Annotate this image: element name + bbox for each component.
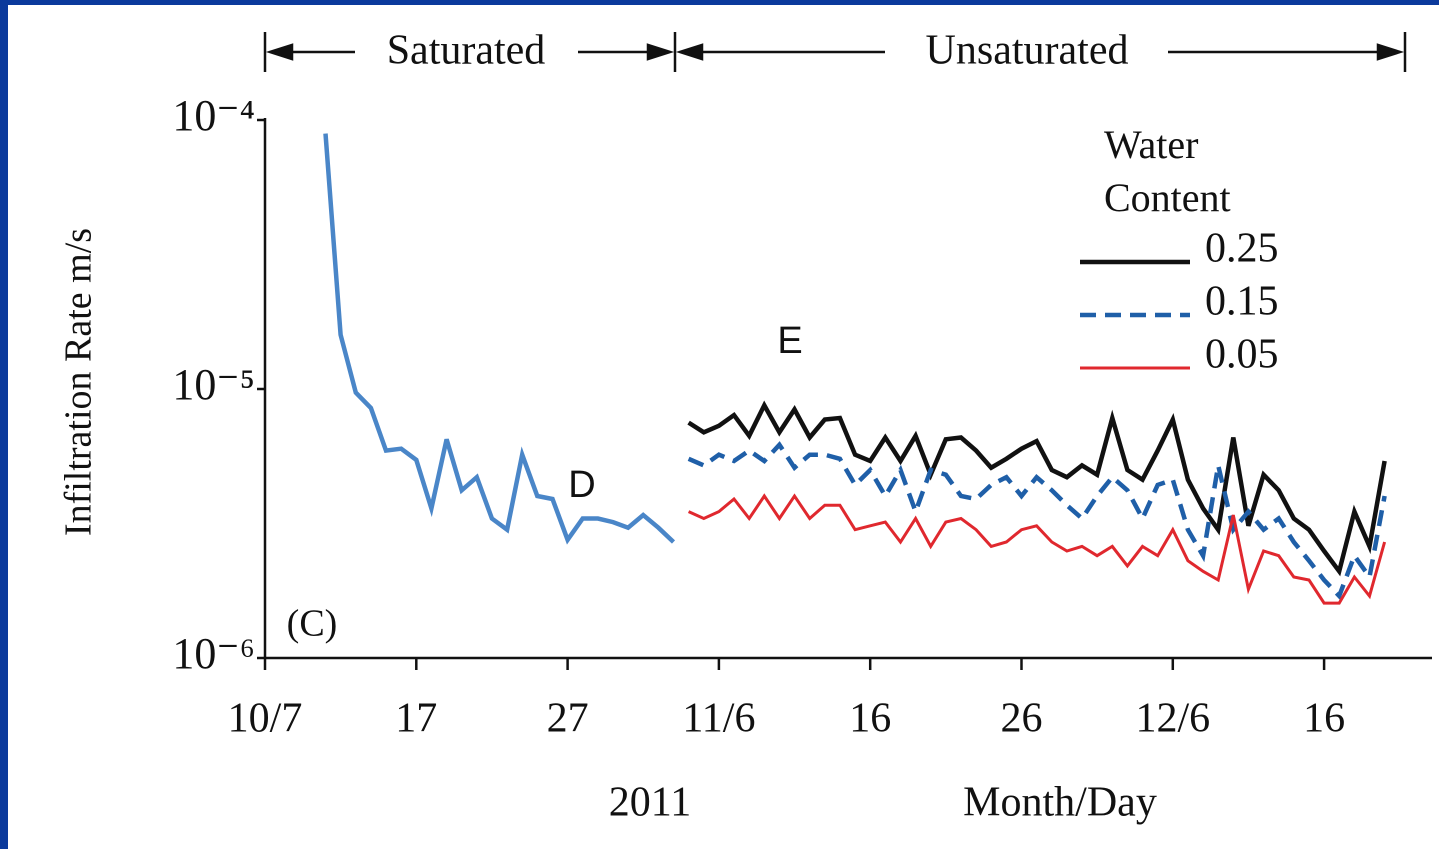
series-line (687, 400, 1387, 577)
x-tick-label: 17 (395, 696, 437, 742)
x-tick-label: 26 (1000, 696, 1042, 742)
legend-label: 0.15 (1205, 279, 1279, 325)
annotation: E (777, 320, 802, 362)
period-arrows (263, 32, 1407, 72)
period-label: Unsaturated (926, 28, 1129, 74)
x-tick-label: 16 (1303, 696, 1345, 742)
series-line (687, 493, 1387, 605)
x-axis-label: Month/Day (963, 780, 1157, 826)
legend-label: 0.25 (1205, 226, 1279, 272)
arrow-head (265, 43, 294, 61)
arrow-head (646, 43, 675, 61)
x-tick-label: 11/6 (682, 696, 755, 742)
x-tick-label: 16 (849, 696, 891, 742)
legend-label: 0.05 (1205, 332, 1279, 378)
panel-label: (C) (287, 603, 338, 645)
y-axis-label: Infiltration Rate m/s (58, 228, 100, 536)
series-line (687, 441, 1387, 601)
x-tick-label: 27 (547, 696, 589, 742)
frame (8, 5, 1439, 849)
series-line (323, 133, 676, 545)
annotation: D (568, 464, 595, 506)
arrow-head (675, 43, 704, 61)
y-tick-label: 10⁻⁴ (172, 91, 255, 140)
year-label: 2011 (609, 780, 691, 826)
period-label: Saturated (387, 28, 546, 74)
y-tick-label: 10⁻⁶ (172, 629, 255, 678)
y-tick-label: 10⁻⁵ (172, 360, 255, 409)
arrow-head (1376, 43, 1405, 61)
x-tick-label: 12/6 (1135, 696, 1210, 742)
legend-title: Water Content (1104, 122, 1231, 220)
x-tick-label: 10/7 (228, 696, 303, 742)
